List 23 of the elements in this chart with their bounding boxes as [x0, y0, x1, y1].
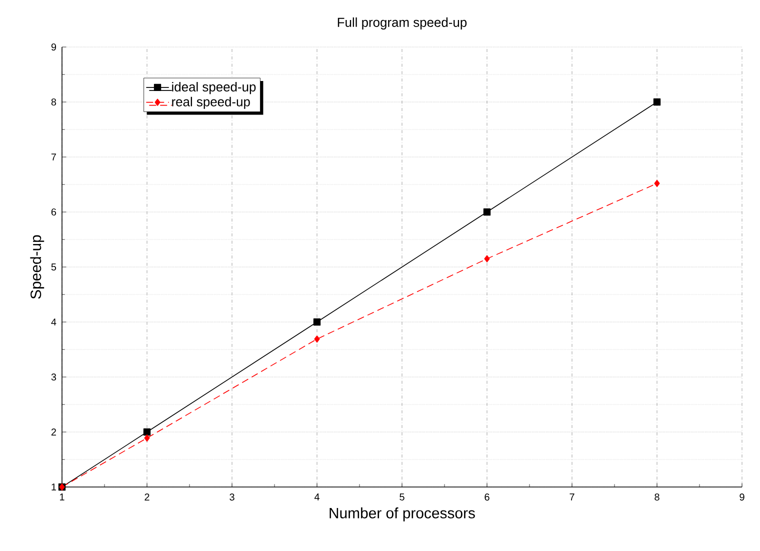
x-tick-label: 1 — [60, 494, 64, 500]
x-tick-label: 6 — [484, 494, 490, 501]
x-tick-label: 2 — [144, 494, 150, 500]
x-tick-label: 4 — [314, 494, 320, 500]
x-tick-label: 7 — [570, 494, 574, 500]
x-tick-label: 8 — [654, 494, 660, 501]
x-tick-label: 5 — [400, 494, 404, 500]
legend-label: ideal speed-up — [172, 82, 256, 94]
y-tick-label: 6 — [51, 208, 56, 216]
legend-label: real speed-up — [172, 96, 250, 109]
y-tick-label: 7 — [51, 154, 56, 160]
y-tick-label: 8 — [51, 98, 56, 106]
x-tick-label: 3 — [230, 494, 234, 501]
y-tick-label: 2 — [51, 428, 56, 436]
chart-title: Full program speed-up — [338, 17, 467, 30]
x-tick-label: 9 — [740, 494, 744, 501]
y-axis-title: Speed-up — [30, 235, 44, 299]
y-tick-label: 1 — [52, 484, 56, 490]
y-tick-label: 4 — [51, 318, 56, 326]
x-axis-title: Number of processors — [330, 507, 475, 522]
y-tick-label: 3 — [51, 373, 56, 381]
y-tick-label: 9 — [51, 43, 56, 51]
y-tick-label: 5 — [51, 264, 56, 270]
